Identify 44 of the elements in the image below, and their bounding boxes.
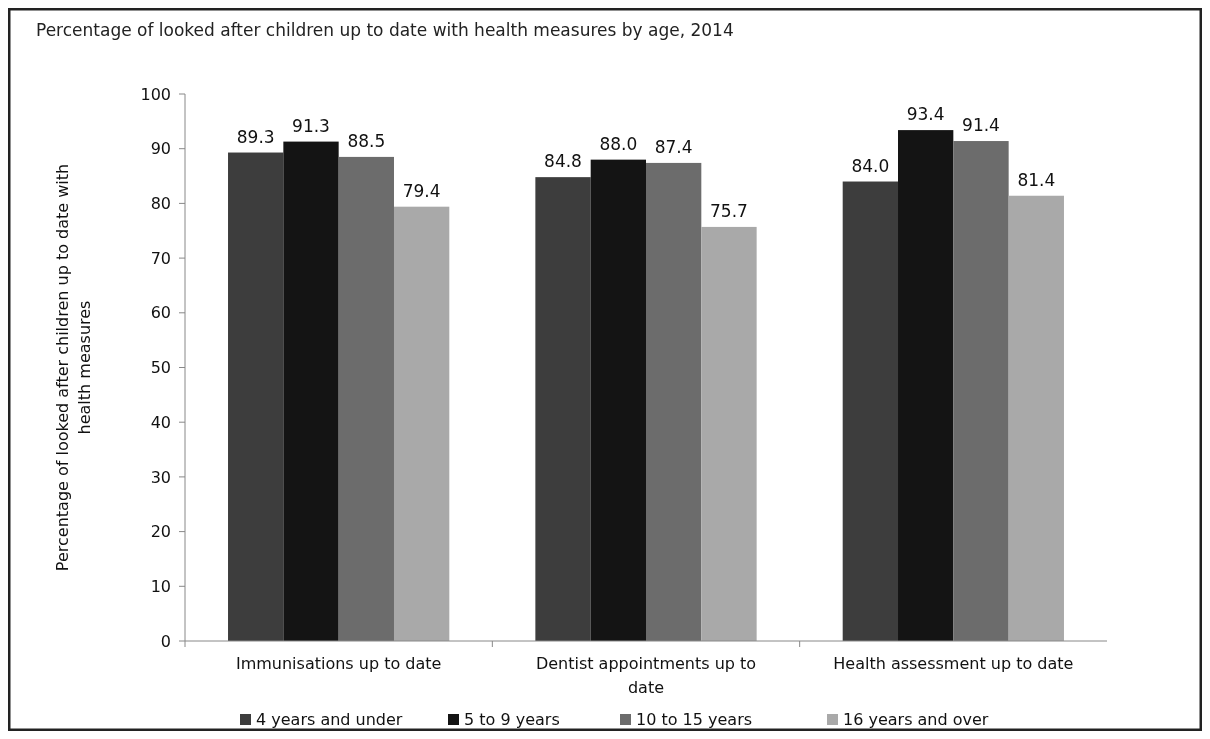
data-label: 84.0 [851,155,890,176]
bar [283,141,339,641]
x-tick-label: Dentist appointments up to date [535,654,757,697]
y-tick-label: 60 [150,303,171,323]
y-tick-label: 90 [150,139,171,159]
data-label: 88.5 [347,130,386,151]
legend-label: 4 years and under [256,710,403,729]
bar [646,162,702,641]
y-tick-label: 80 [150,194,171,213]
chart-title: Percentage of looked after children up to date with health measures by age, 2014 [36,20,734,40]
data-label: 88.0 [599,133,638,154]
data-label: 84.8 [544,151,582,172]
data-label: 87.4 [654,136,693,157]
bar [953,141,1009,641]
bar [590,159,646,641]
y-tick-label: 30 [150,467,171,487]
legend-label: 10 to 15 years [636,710,753,729]
bar [898,130,954,641]
data-label: 93.4 [906,104,945,125]
y-axis-title: Percentage of looked after children up to date with health measures [53,163,94,572]
data-label: 75.7 [710,200,748,221]
bar [228,152,284,641]
bar [535,177,591,641]
data-label: 89.3 [236,126,275,147]
y-tick-label: 50 [150,358,171,378]
y-tick-label: 40 [150,412,171,432]
data-label: 91.4 [962,115,1000,136]
x-tick-label: Immunisations up to date [235,654,442,673]
bar [1008,195,1064,641]
y-tick-label: 100 [140,84,171,104]
bar [393,206,450,641]
bar [338,156,394,641]
bar [701,226,757,641]
y-tick-label: 0 [160,631,171,651]
x-tick-label: Health assessment up to date [833,654,1074,673]
legend-label: 16 years and over [843,710,989,729]
y-tick-label: 10 [150,576,171,596]
legend-label: 5 to 9 years [464,710,560,729]
data-label: 91.3 [292,115,330,136]
y-tick-label: 20 [150,522,171,542]
y-tick-label: 70 [150,248,171,268]
bar [842,181,899,641]
data-label: 81.4 [1017,169,1056,190]
data-label: 79.4 [402,180,441,201]
